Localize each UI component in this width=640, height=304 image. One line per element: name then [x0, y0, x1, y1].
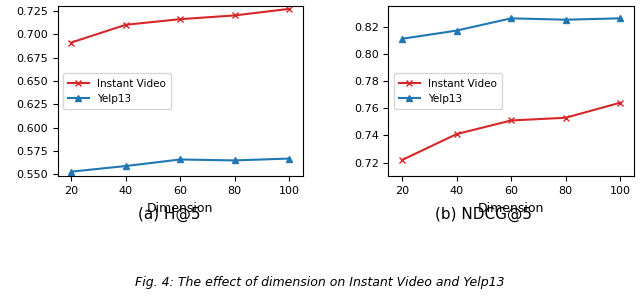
- Instant Video: [285, 7, 293, 11]
- Yelp13: [176, 158, 184, 161]
- Yelp13: [231, 159, 239, 162]
- Legend: Instant Video, Yelp13: Instant Video, Yelp13: [63, 73, 172, 109]
- Instant Video: [67, 41, 75, 44]
- Yelp13: [285, 157, 293, 161]
- Instant Video: [176, 17, 184, 21]
- Instant Video: [122, 23, 129, 27]
- Yelp13: [452, 29, 460, 33]
- Instant Video: [452, 132, 460, 136]
- Instant Video: [508, 119, 515, 122]
- Yelp13: [562, 18, 570, 22]
- Yelp13: [122, 164, 129, 168]
- Yelp13: [508, 16, 515, 20]
- Text: Fig. 4: The effect of dimension on Instant Video and Yelp13: Fig. 4: The effect of dimension on Insta…: [135, 276, 505, 289]
- Line: Yelp13: Yelp13: [68, 155, 292, 175]
- Instant Video: [562, 116, 570, 119]
- Yelp13: [616, 16, 624, 20]
- Yelp13: [398, 37, 406, 41]
- Instant Video: [398, 158, 406, 162]
- Line: Yelp13: Yelp13: [399, 15, 623, 42]
- X-axis label: Dimension: Dimension: [147, 202, 213, 215]
- Yelp13: [67, 170, 75, 174]
- Line: Instant Video: Instant Video: [399, 99, 623, 164]
- Instant Video: [616, 101, 624, 105]
- Legend: Instant Video, Yelp13: Instant Video, Yelp13: [394, 73, 502, 109]
- Line: Instant Video: Instant Video: [68, 5, 292, 46]
- X-axis label: Dimension: Dimension: [478, 202, 544, 215]
- Text: (b) NDCG@5: (b) NDCG@5: [435, 207, 532, 222]
- Instant Video: [231, 14, 239, 17]
- Text: (a) H@5: (a) H@5: [138, 207, 201, 222]
